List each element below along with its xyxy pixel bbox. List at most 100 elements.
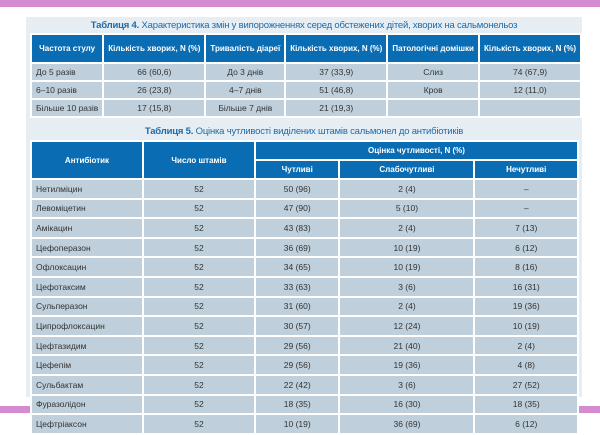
table-cell: 52 — [144, 180, 254, 198]
table-cell: 18 (35) — [475, 395, 577, 414]
table4-header: Кількість хворих, N (%) — [479, 35, 581, 62]
table-cell: 2 (4) — [340, 297, 474, 316]
table-cell: 26 (23,8) — [104, 82, 205, 98]
table-cell: 51 (46,8) — [286, 82, 387, 98]
table-cell: 52 — [144, 317, 254, 335]
table4-header: Частота стулу — [32, 35, 103, 62]
table-cell: 34 (65) — [256, 258, 339, 276]
table-cell: Ципрофлоксацин — [32, 317, 142, 335]
table-cell: 2 (4) — [475, 336, 577, 355]
table-cell: 52 — [144, 356, 254, 374]
table-cell: 2 (4) — [340, 180, 474, 198]
table-cell: Цефоперазон — [32, 238, 142, 257]
table4-header: Кількість хворих, N (%) — [286, 35, 387, 62]
table-cell: 12 (24) — [340, 317, 474, 335]
table-cell: 52 — [144, 415, 254, 433]
header-strains: Число штамів — [144, 142, 254, 178]
table-cell: 5 (10) — [340, 199, 474, 218]
table-cell: Цефтріаксон — [32, 415, 142, 433]
table-cell: 29 (56) — [256, 356, 339, 374]
table-cell: 52 — [144, 238, 254, 257]
table-cell: 52 — [144, 395, 254, 414]
table-row: Нетилміцин 52 50 (96) 2 (4) – — [32, 180, 577, 198]
table-cell — [388, 100, 478, 116]
table-cell: 43 (83) — [256, 219, 339, 237]
table-cell: 52 — [144, 199, 254, 218]
table-cell: 4 (8) — [475, 356, 577, 374]
table-cell: 19 (36) — [340, 356, 474, 374]
table-cell: 3 (6) — [340, 375, 474, 394]
table-row: Цефтріаксон 52 10 (19) 36 (69) 6 (12) — [32, 415, 577, 433]
header-weak: Слабочутливі — [340, 161, 474, 178]
table-cell: 31 (60) — [256, 297, 339, 316]
table-cell: 52 — [144, 297, 254, 316]
table-cell: 22 (42) — [256, 375, 339, 394]
table-cell: Цефепім — [32, 356, 142, 374]
table-cell: 10 (19) — [340, 258, 474, 276]
table-row: Ципрофлоксацин 52 30 (57) 12 (24) 10 (19) — [32, 317, 577, 335]
top-accent-bar — [0, 0, 600, 7]
table-row: Офлоксацин 52 34 (65) 10 (19) 8 (16) — [32, 258, 577, 276]
table-cell: 52 — [144, 258, 254, 276]
table-cell: Офлоксацин — [32, 258, 142, 276]
table5-label: Таблиця 5. — [144, 126, 194, 137]
table4-title: Таблиця 4. Характеристика змін у випорож… — [26, 20, 582, 31]
table-cell: До 3 днів — [206, 64, 285, 80]
table-cell: 3 (6) — [340, 277, 474, 296]
table-cell: 10 (19) — [475, 317, 577, 335]
table-cell: 16 (31) — [475, 277, 577, 296]
table-cell: 6 (12) — [475, 238, 577, 257]
table-cell: 6–10 разів — [32, 82, 103, 98]
tables-panel: Таблиця 4. Характеристика змін у випорож… — [26, 17, 583, 435]
table-cell: 10 (19) — [256, 415, 339, 433]
table4-label: Таблиця 4. — [90, 20, 140, 31]
table-cell: 4–7 днів — [206, 82, 285, 98]
table-cell: Амікацин — [32, 219, 142, 237]
table-row: Цефтазидим 52 29 (56) 21 (40) 2 (4) — [32, 336, 577, 355]
table-cell: 36 (69) — [340, 415, 474, 433]
table4-header: Тривалість діареї — [206, 35, 285, 62]
table-row: Цефепім 52 29 (56) 19 (36) 4 (8) — [32, 356, 577, 374]
table-row: 6–10 разів 26 (23,8) 4–7 днів 51 (46,8) Кров… — [32, 82, 581, 98]
table-cell: 29 (56) — [256, 336, 339, 355]
table-cell: 52 — [144, 336, 254, 355]
table-cell: 52 — [144, 277, 254, 296]
table-cell: 36 (69) — [256, 238, 339, 257]
table-cell: Сульбактам — [32, 375, 142, 394]
table-cell: 7 (13) — [475, 219, 577, 237]
table-row: Цефоперазон 52 36 (69) 10 (19) 6 (12) — [32, 238, 577, 257]
table-cell: 74 (67,9) — [479, 64, 581, 80]
table-row: Цефотаксим 52 33 (63) 3 (6) 16 (31) — [32, 277, 577, 296]
table5-title: Таблиця 5. Оцінка чутливості виділених ш… — [26, 126, 582, 137]
table-row: Левоміцетин 52 47 (90) 5 (10) – — [32, 199, 577, 218]
table5: Антибіотик Число штамів Оцінка чутливост… — [30, 140, 579, 435]
table-cell: 19 (36) — [475, 297, 577, 316]
table-cell: 30 (57) — [256, 317, 339, 335]
header-sensitivity-group: Оцінка чутливості, N (%) — [256, 142, 577, 159]
table-cell: Левоміцетин — [32, 199, 142, 218]
header-resistant: Нечутливі — [475, 161, 577, 178]
table-cell: Цефотаксим — [32, 277, 142, 296]
table-cell: 27 (52) — [475, 375, 577, 394]
table-cell — [479, 100, 581, 116]
table-row: Амікацин 52 43 (83) 2 (4) 7 (13) — [32, 219, 577, 237]
header-antibiotic: Антибіотик — [32, 142, 142, 178]
table-cell: Більше 10 разів — [32, 100, 103, 116]
table-cell: 18 (35) — [256, 395, 339, 414]
table4-header: Патологічні домішки — [388, 35, 478, 62]
table-row: Сульперазон 52 31 (60) 2 (4) 19 (36) — [32, 297, 577, 316]
table-cell: Більше 7 днів — [206, 100, 285, 116]
table-cell: Кров — [388, 82, 478, 98]
table-cell: 12 (11,0) — [479, 82, 581, 98]
table-cell: 52 — [144, 219, 254, 237]
table-row: Більше 10 разів 17 (15,8) Більше 7 днів 21 … — [32, 100, 581, 116]
header-sensitive: Чутливі — [256, 161, 339, 178]
table-cell: Цефтазидим — [32, 336, 142, 355]
table-cell: Сульперазон — [32, 297, 142, 316]
table-cell: 10 (19) — [340, 238, 474, 257]
table-cell: 16 (30) — [340, 395, 474, 414]
table-cell: До 5 разів — [32, 64, 103, 80]
table-cell: 66 (60,6) — [104, 64, 205, 80]
table-cell: 52 — [144, 375, 254, 394]
table-cell: 47 (90) — [256, 199, 339, 218]
